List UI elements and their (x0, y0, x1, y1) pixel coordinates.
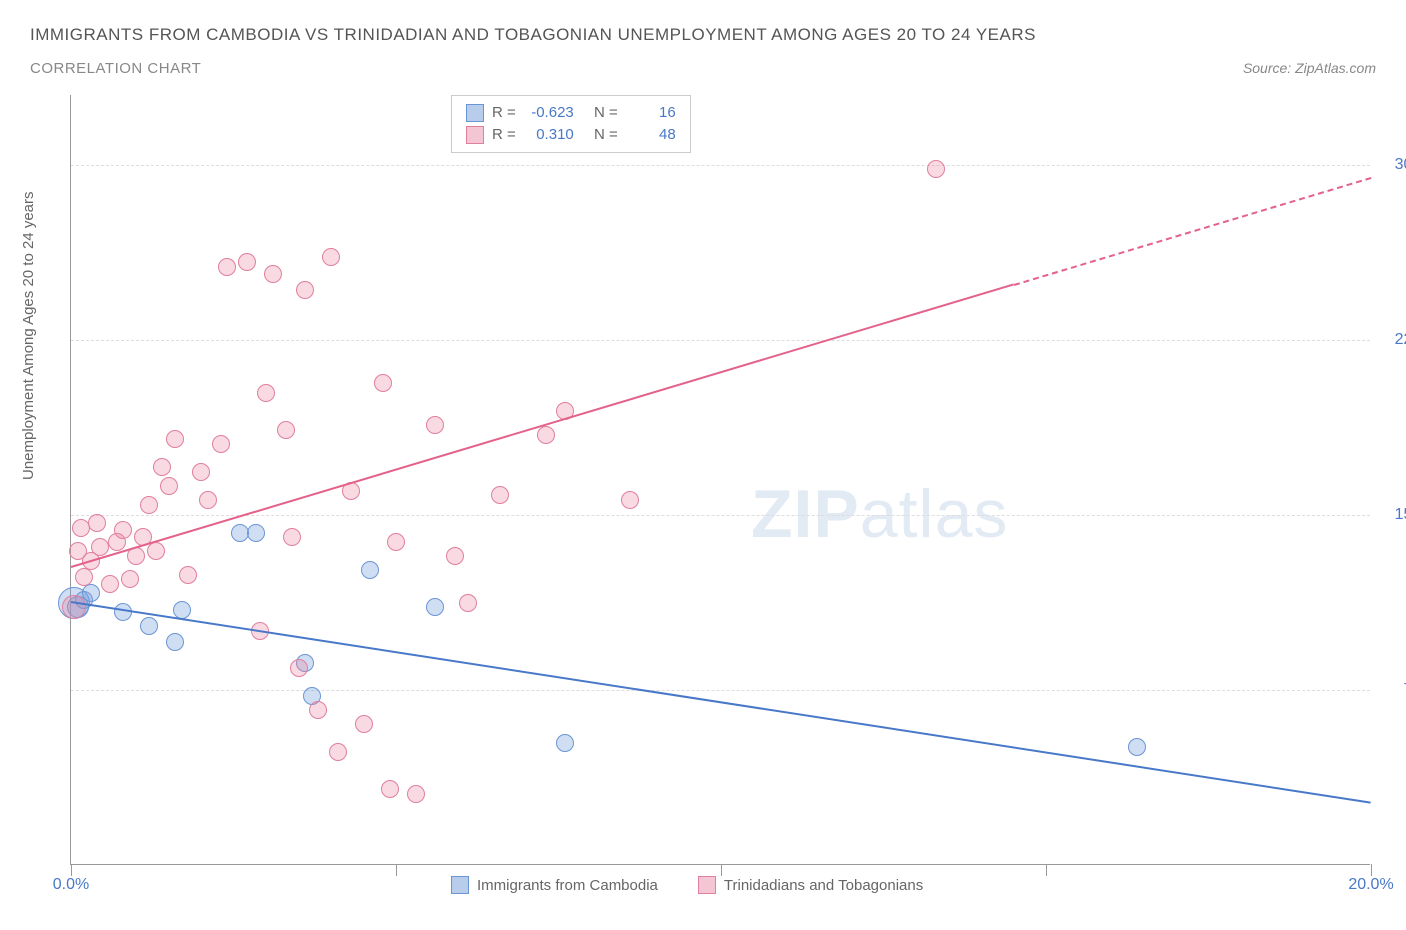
data-point (238, 253, 256, 271)
data-point (387, 533, 405, 551)
data-point (459, 594, 477, 612)
data-point (147, 542, 165, 560)
legend-label-1: Trinidadians and Tobagonians (724, 877, 923, 894)
legend-item-0: Immigrants from Cambodia (451, 876, 658, 894)
data-point (153, 458, 171, 476)
data-point (179, 566, 197, 584)
legend-label-0: Immigrants from Cambodia (477, 877, 658, 894)
data-point (290, 659, 308, 677)
data-point (426, 416, 444, 434)
data-point (264, 265, 282, 283)
trend-line-dash (1013, 177, 1371, 286)
n-value-series-0: 16 (626, 102, 676, 124)
data-point (329, 743, 347, 761)
data-point (218, 258, 236, 276)
data-point (361, 561, 379, 579)
data-point (374, 374, 392, 392)
y-tick-label: 15.0% (1380, 506, 1406, 524)
x-tick (71, 864, 72, 876)
data-point (426, 598, 444, 616)
data-point (166, 430, 184, 448)
gridline (71, 340, 1370, 341)
data-point (121, 570, 139, 588)
trend-line (71, 601, 1371, 804)
r-label: R = (492, 102, 516, 124)
chart-subtitle: CORRELATION CHART (30, 60, 201, 77)
data-point (621, 491, 639, 509)
data-point (247, 524, 265, 542)
scatter-plot-area: ZIPatlas R = -0.623 N = 16 R = 0.310 N =… (70, 95, 1370, 865)
y-tick-label: 7.5% (1380, 681, 1406, 699)
x-tick (396, 864, 397, 876)
n-label: N = (594, 124, 618, 146)
r-value-series-1: 0.310 (524, 124, 574, 146)
stats-row-series-0: R = -0.623 N = 16 (466, 102, 676, 124)
gridline (71, 690, 1370, 691)
r-label: R = (492, 124, 516, 146)
legend-item-1: Trinidadians and Tobagonians (698, 876, 923, 894)
data-point (381, 780, 399, 798)
y-tick-label: 30.0% (1380, 156, 1406, 174)
data-point (556, 734, 574, 752)
y-tick-label: 22.5% (1380, 331, 1406, 349)
data-point (283, 528, 301, 546)
stats-legend: R = -0.623 N = 16 R = 0.310 N = 48 (451, 95, 691, 153)
data-point (192, 463, 210, 481)
data-point (199, 491, 217, 509)
data-point (322, 248, 340, 266)
data-point (355, 715, 373, 733)
x-tick-label: 0.0% (53, 876, 89, 894)
data-point (277, 421, 295, 439)
data-point (927, 160, 945, 178)
watermark: ZIPatlas (751, 475, 1008, 553)
data-point (257, 384, 275, 402)
stats-row-series-1: R = 0.310 N = 48 (466, 124, 676, 146)
data-point (114, 521, 132, 539)
data-point (1128, 738, 1146, 756)
gridline (71, 515, 1370, 516)
data-point (140, 496, 158, 514)
x-tick-label: 20.0% (1348, 876, 1393, 894)
data-point (62, 595, 86, 619)
n-value-series-1: 48 (626, 124, 676, 146)
data-point (75, 568, 93, 586)
bottom-legend: Immigrants from Cambodia Trinidadians an… (451, 876, 923, 894)
legend-swatch-0 (451, 876, 469, 894)
trend-line (71, 284, 1014, 568)
legend-swatch-1 (698, 876, 716, 894)
x-tick (1371, 864, 1372, 876)
n-label: N = (594, 102, 618, 124)
data-point (296, 281, 314, 299)
data-point (101, 575, 119, 593)
data-point (88, 514, 106, 532)
data-point (446, 547, 464, 565)
data-point (407, 785, 425, 803)
data-point (491, 486, 509, 504)
data-point (537, 426, 555, 444)
source-attribution: Source: ZipAtlas.com (1243, 60, 1376, 76)
data-point (309, 701, 327, 719)
data-point (212, 435, 230, 453)
swatch-series-0 (466, 104, 484, 122)
x-tick (721, 864, 722, 876)
data-point (166, 633, 184, 651)
y-axis-label: Unemployment Among Ages 20 to 24 years (20, 191, 37, 480)
r-value-series-0: -0.623 (524, 102, 574, 124)
chart-title: IMMIGRANTS FROM CAMBODIA VS TRINIDADIAN … (30, 25, 1036, 45)
data-point (173, 601, 191, 619)
watermark-zip: ZIP (751, 476, 860, 552)
swatch-series-1 (466, 126, 484, 144)
x-tick (1046, 864, 1047, 876)
gridline (71, 165, 1370, 166)
data-point (160, 477, 178, 495)
watermark-atlas: atlas (860, 476, 1009, 552)
data-point (140, 617, 158, 635)
